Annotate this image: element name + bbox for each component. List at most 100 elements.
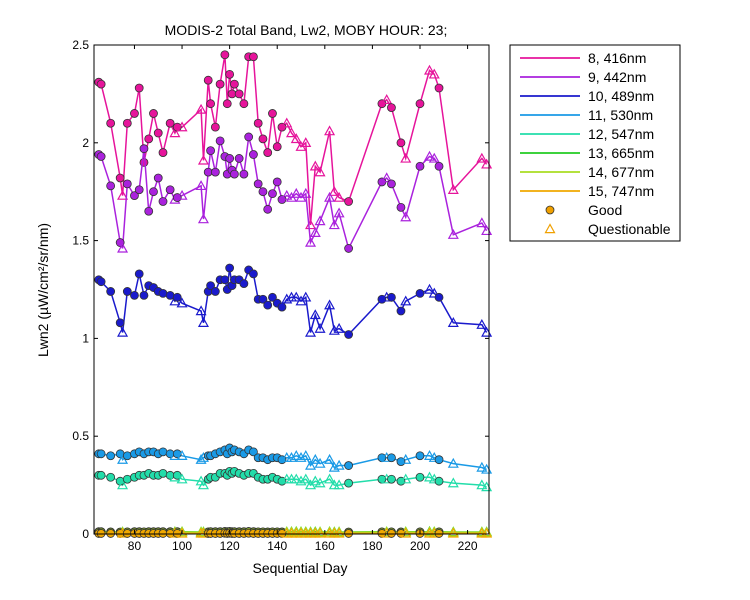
questionable-point bbox=[324, 125, 336, 136]
good-point bbox=[387, 474, 396, 484]
good-point bbox=[344, 529, 354, 538]
questionable-point bbox=[195, 180, 207, 191]
good-point bbox=[253, 118, 263, 128]
questionable-point bbox=[176, 189, 188, 200]
questionable-point bbox=[300, 137, 312, 147]
good-point bbox=[249, 52, 258, 62]
questionable-point bbox=[328, 219, 340, 230]
good-point bbox=[96, 529, 106, 538]
questionable-point bbox=[476, 461, 488, 472]
good-point bbox=[434, 529, 444, 538]
questionable-point bbox=[176, 473, 188, 484]
questionable-point bbox=[400, 473, 412, 484]
x-tick-label: 100 bbox=[172, 539, 192, 553]
good-point bbox=[415, 161, 425, 171]
questionable-point bbox=[300, 291, 312, 302]
good-point bbox=[106, 287, 116, 296]
questionable-point bbox=[400, 152, 412, 163]
good-point bbox=[239, 279, 249, 289]
good-point bbox=[220, 275, 230, 285]
good-point bbox=[172, 292, 182, 302]
questionable-point bbox=[309, 227, 321, 237]
good-point bbox=[130, 290, 139, 300]
questionable-point bbox=[333, 459, 345, 470]
good-point bbox=[229, 79, 239, 89]
questionable-point bbox=[281, 117, 293, 128]
questionable-point bbox=[290, 450, 302, 460]
legend-label: 9, 442nm bbox=[588, 69, 646, 85]
good-point bbox=[234, 89, 244, 99]
y-tick-label: 1 bbox=[82, 331, 89, 345]
questionable-point bbox=[314, 322, 326, 333]
questionable-point bbox=[400, 527, 412, 538]
good-point bbox=[263, 148, 273, 157]
good-point bbox=[115, 173, 125, 183]
x-tick-label: 180 bbox=[362, 539, 382, 553]
good-point bbox=[239, 169, 249, 179]
good-point bbox=[434, 455, 444, 465]
y-tick-label: 0.5 bbox=[72, 429, 89, 443]
questionable-point bbox=[423, 150, 436, 161]
legend-label: 15, 747nm bbox=[588, 183, 654, 199]
good-point bbox=[244, 132, 254, 142]
x-tick-label: 80 bbox=[128, 539, 142, 553]
questionable-point bbox=[314, 215, 326, 226]
questionable-point bbox=[423, 64, 436, 75]
good-point bbox=[222, 99, 232, 109]
good-point bbox=[396, 202, 406, 212]
questionable-point bbox=[290, 291, 302, 302]
good-point bbox=[206, 146, 215, 156]
good-point bbox=[149, 109, 158, 118]
questionable-point bbox=[295, 451, 307, 462]
good-point bbox=[96, 449, 106, 459]
questionable-point bbox=[447, 527, 459, 538]
legend-questionable-marker bbox=[544, 223, 556, 234]
good-point bbox=[130, 109, 139, 118]
questionable-point bbox=[324, 191, 336, 202]
questionable-point bbox=[400, 453, 412, 464]
good-point bbox=[249, 447, 258, 457]
good-point bbox=[206, 281, 215, 290]
questionable-point bbox=[400, 295, 412, 306]
good-point bbox=[434, 161, 444, 171]
chart-title: MODIS-2 Total Band, Lw2, MOBY HOUR: 23; bbox=[165, 22, 448, 38]
good-point bbox=[387, 179, 396, 189]
y-tick-label: 2.5 bbox=[72, 38, 89, 52]
legend-label: 10, 489nm bbox=[588, 88, 654, 104]
good-point bbox=[122, 179, 132, 189]
good-point bbox=[106, 529, 116, 538]
questionable-point bbox=[314, 477, 326, 488]
x-tick-label: 140 bbox=[267, 539, 287, 553]
y-axis-label: Lwn2 (µW/cm²/sr/nm) bbox=[35, 223, 51, 357]
good-point bbox=[415, 451, 425, 461]
questionable-point bbox=[333, 191, 345, 202]
good-point bbox=[165, 118, 175, 128]
questionable-point bbox=[328, 185, 340, 196]
x-tick-label: 200 bbox=[410, 539, 430, 553]
good-point bbox=[272, 142, 282, 152]
y-tick-label: 1.5 bbox=[72, 234, 89, 248]
good-point bbox=[106, 118, 116, 128]
good-point bbox=[106, 472, 116, 482]
good-point bbox=[158, 197, 168, 206]
y-tick-label: 0 bbox=[82, 527, 89, 541]
questionable-point bbox=[428, 68, 440, 79]
good-point bbox=[249, 150, 258, 159]
questionable-point bbox=[314, 457, 326, 468]
good-point bbox=[249, 269, 258, 279]
good-point bbox=[415, 289, 425, 298]
good-point bbox=[258, 294, 268, 304]
y-tick-label: 2 bbox=[82, 136, 89, 150]
good-point bbox=[415, 99, 425, 109]
questionable-point bbox=[176, 450, 188, 460]
questionable-point bbox=[285, 451, 298, 462]
good-point bbox=[122, 118, 132, 128]
good-point bbox=[206, 99, 215, 109]
questionable-point bbox=[476, 318, 488, 329]
plot-frame bbox=[93, 44, 490, 535]
good-point bbox=[258, 187, 268, 197]
questionable-point bbox=[447, 228, 459, 239]
questionable-point bbox=[314, 527, 326, 538]
good-point bbox=[258, 134, 268, 144]
